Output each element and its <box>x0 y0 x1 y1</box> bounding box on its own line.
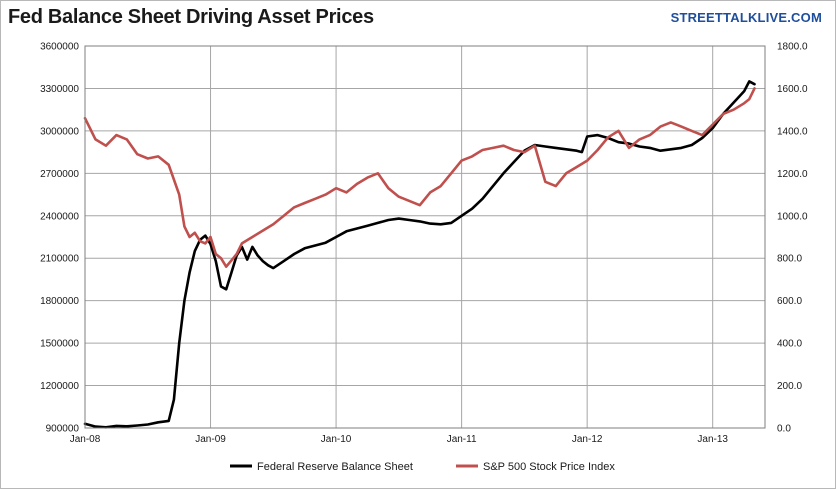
legend-label: S&P 500 Stock Price Index <box>483 461 615 473</box>
y-right-tick-label: 1000.0 <box>777 211 808 222</box>
chart-title: Fed Balance Sheet Driving Asset Prices <box>8 6 374 28</box>
y-right-tick-label: 1600.0 <box>777 84 808 95</box>
y-left-tick-label: 3000000 <box>40 126 79 137</box>
x-tick-label: Jan-11 <box>447 434 477 445</box>
y-left-tick-label: 3300000 <box>40 84 79 95</box>
y-right-tick-label: 400.0 <box>777 339 802 350</box>
y-left-tick-label: 2400000 <box>40 211 79 222</box>
sp500-line <box>83 87 756 268</box>
legend-label: Federal Reserve Balance Sheet <box>257 461 413 473</box>
y-left-tick-label: 1200000 <box>40 381 79 392</box>
y-right-tick-label: 600.0 <box>777 296 802 307</box>
plot-border <box>84 45 766 429</box>
y-left-tick-label: 3600000 <box>40 42 79 53</box>
y-right-tick-label: 800.0 <box>777 254 802 265</box>
x-tick-label: Jan-09 <box>195 434 226 445</box>
legend: Federal Reserve Balance Sheet S&P 500 Sto… <box>230 461 615 473</box>
series-lines <box>83 80 756 429</box>
x-tick-label: Jan-10 <box>321 434 352 445</box>
y-right-tick-label: 0.0 <box>777 424 791 435</box>
y-right-tick-label: 200.0 <box>777 381 802 392</box>
y-left-tick-label: 1500000 <box>40 339 79 350</box>
x-tick-label: Jan-12 <box>572 434 603 445</box>
y-left-tick-label: 900000 <box>46 424 80 435</box>
brand-watermark[interactable]: STREETTALKLIVE.COM <box>670 10 822 25</box>
x-tick-label: Jan-08 <box>70 434 101 445</box>
x-tick-label: Jan-13 <box>697 434 728 445</box>
y-right-tick-label: 1200.0 <box>777 169 808 180</box>
y-right-tick-label: 1400.0 <box>777 126 808 137</box>
y-right-tick-label: 1800.0 <box>777 42 808 53</box>
axes: 900000 1200000 1500000 1800000 2100000 240000… <box>40 42 808 446</box>
gridlines <box>85 45 765 429</box>
y-left-tick-label: 2100000 <box>40 254 79 265</box>
y-left-tick-label: 1800000 <box>40 296 79 307</box>
y-left-tick-label: 2700000 <box>40 169 79 180</box>
